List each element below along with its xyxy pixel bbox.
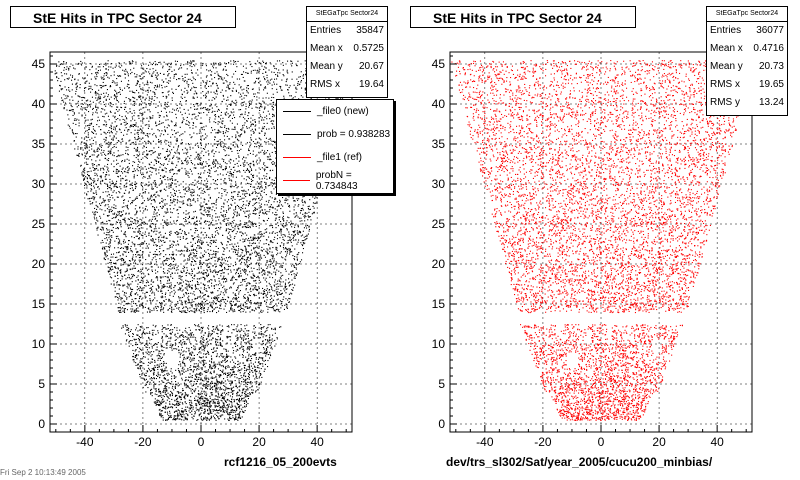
legend-entry: _file1 (ref): [277, 146, 393, 169]
y-tick-label: 25: [32, 217, 46, 231]
footer-label-right: dev/trs_sl302/Sat/year_2005/cucu200_minb…: [446, 455, 713, 469]
x-tick-label: 0: [598, 435, 605, 449]
scatter-panel-right: -40 -20 0 20 40 0 5 10 15 20 25 30 35 40 45: [432, 51, 754, 449]
y-tick-label: 15: [432, 297, 446, 311]
y-tick-label: 5: [438, 377, 445, 391]
y-tick-label: 45: [432, 57, 446, 71]
y-tick-label: 0: [38, 417, 45, 431]
y-tick-label: 35: [432, 137, 446, 151]
x-tick-label: 40: [310, 435, 324, 449]
x-tick-label: 0: [198, 435, 205, 449]
stats-row: RMS y 13.24: [710, 97, 784, 108]
x-tick-label: 20: [652, 435, 666, 449]
y-tick-label: 15: [32, 297, 46, 311]
stats-row: Mean y 20.67: [310, 61, 384, 72]
legend-entry: _file0 (new): [277, 100, 393, 123]
y-tick-label: 5: [38, 377, 45, 391]
y-tick-label: 40: [32, 97, 46, 111]
y-tick-label: 10: [32, 337, 46, 351]
scatter-points: [451, 60, 754, 421]
stats-row: Mean x 0.4716: [710, 43, 784, 54]
stats-row: Mean x 0.5725: [310, 43, 384, 54]
y-tick-label: 30: [432, 177, 446, 191]
y-tick-label: 0: [438, 417, 445, 431]
y-tick-label: 40: [432, 97, 446, 111]
x-tick-label: -40: [476, 435, 494, 449]
x-tick-label: -20: [534, 435, 552, 449]
x-tick-label: 20: [252, 435, 266, 449]
stats-box-right: StEGaTpc Sector24 Entries 36077 Mean x 0.4…: [706, 6, 788, 116]
stats-row: Mean y 20.73: [710, 61, 784, 72]
x-tick-label: -20: [134, 435, 152, 449]
legend: _file0 (new) prob = 0.938283 _file1 (ref…: [276, 99, 394, 194]
stats-header: StEGaTpc Sector24: [707, 7, 787, 22]
stats-box-left: StEGaTpc Sector24 Entries 35847 Mean x 0.5…: [306, 6, 388, 98]
y-tick-label: 25: [432, 217, 446, 231]
stats-row: Entries 35847: [310, 25, 384, 36]
y-tick-label: 10: [432, 337, 446, 351]
plot-title-left: StE Hits in TPC Sector 24: [10, 6, 236, 28]
stats-header: StEGaTpc Sector24: [307, 7, 387, 22]
y-tick-label: 30: [32, 177, 46, 191]
y-tick-label: 45: [32, 57, 46, 71]
y-tick-label: 35: [32, 137, 46, 151]
legend-entry: probN = 0.734843: [277, 169, 393, 192]
y-tick-label: 20: [32, 257, 46, 271]
x-tick-label: -40: [76, 435, 94, 449]
date-stamp: Fri Sep 2 10:13:49 2005: [0, 468, 86, 477]
plot-title-right: StE Hits in TPC Sector 24: [410, 6, 636, 28]
stats-row: RMS x 19.64: [310, 79, 384, 90]
x-tick-label: 40: [710, 435, 724, 449]
stats-row: RMS x 19.65: [710, 79, 784, 90]
footer-label-left: rcf1216_05_200evts: [224, 455, 337, 469]
y-tick-label: 20: [432, 257, 446, 271]
legend-entry: prob = 0.938283: [277, 123, 393, 146]
stats-row: Entries 36077: [710, 25, 784, 36]
